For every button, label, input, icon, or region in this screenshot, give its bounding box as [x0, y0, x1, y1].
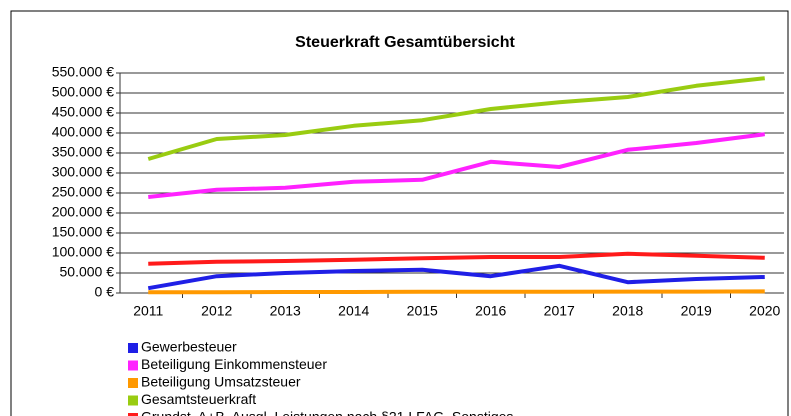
- series-line: [148, 251, 765, 266]
- x-tick-label: 2014: [338, 303, 369, 319]
- legend-swatch: [128, 360, 138, 371]
- y-tick-label: 550.000 €: [52, 64, 114, 80]
- y-tick-label: 200.000 €: [52, 204, 114, 220]
- y-tick-label: 0 €: [95, 284, 115, 300]
- y-tick-label: 250.000 €: [52, 184, 114, 200]
- x-tick-label: 2012: [201, 303, 232, 319]
- y-tick-label: 450.000 €: [52, 104, 114, 120]
- series-line: [147, 76, 765, 161]
- legend-label: Grundst. A+B, Ausgl. Leistungen nach §21…: [141, 409, 513, 416]
- legend-swatch: [128, 343, 138, 353]
- y-tick-label: 50.000 €: [60, 264, 115, 280]
- legend-label: Gesamtsteuerkraft: [141, 391, 256, 407]
- series-line: [148, 289, 765, 295]
- legend-label: Beteiligung Umsatzsteuer: [141, 374, 301, 390]
- y-tick-label: 400.000 €: [52, 124, 114, 140]
- x-tick-label: 2019: [681, 303, 712, 319]
- x-tick-label: 2013: [270, 303, 301, 319]
- chart-title: Steuerkraft Gesamtübersicht: [295, 34, 515, 51]
- x-tick-label: 2017: [544, 303, 575, 319]
- legend-swatch: [128, 395, 138, 406]
- y-tick-label: 350.000 €: [52, 144, 114, 160]
- legend-swatch: [128, 378, 138, 388]
- y-tick-label: 100.000 €: [52, 244, 114, 260]
- series-line: [148, 132, 766, 199]
- series-line: [147, 263, 765, 291]
- x-tick-label: 2020: [749, 303, 780, 319]
- x-tick-label: 2015: [407, 303, 438, 319]
- x-tick-label: 2018: [612, 303, 643, 319]
- y-tick-label: 500.000 €: [52, 84, 114, 100]
- y-tick-label: 300.000 €: [52, 164, 114, 180]
- legend-label: Gewerbesteuer: [141, 339, 237, 355]
- legend-label: Beteiligung Einkommensteuer: [141, 356, 327, 372]
- legend-swatch: [128, 413, 138, 416]
- x-tick-label: 2016: [475, 303, 506, 319]
- x-tick-label: 2011: [133, 303, 163, 319]
- y-tick-label: 150.000 €: [52, 224, 114, 240]
